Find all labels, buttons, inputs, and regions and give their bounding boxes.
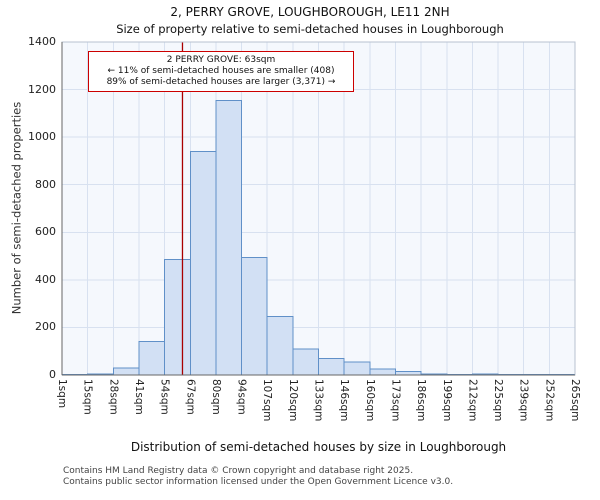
x-tick-label: 133sqm (312, 379, 325, 422)
y-tick-label: 600 (35, 225, 56, 239)
y-tick-label: 1000 (28, 130, 56, 144)
x-tick-label: 239sqm (517, 379, 530, 422)
y-tick-label: 1200 (28, 82, 56, 96)
attribution-footer: Contains HM Land Registry data © Crown c… (63, 466, 453, 487)
x-tick-label: 160sqm (363, 379, 376, 422)
x-tick-label: 1sqm (56, 379, 68, 409)
x-tick-label: 199sqm (440, 379, 453, 422)
y-tick-label: 400 (35, 272, 56, 286)
chart-subtitle: Size of property relative to semi-detach… (116, 22, 504, 36)
x-tick-label: 80sqm (209, 379, 222, 415)
x-tick-label: 94sqm (235, 379, 248, 415)
y-tick-label: 800 (35, 177, 56, 191)
y-tick-label: 1400 (28, 35, 56, 48)
x-tick-label: 265sqm (569, 379, 581, 422)
chart-title: 2, PERRY GROVE, LOUGHBOROUGH, LE11 2NH (170, 5, 450, 19)
x-tick-label: 173sqm (389, 379, 402, 422)
attribution-line-1: Contains HM Land Registry data © Crown c… (63, 466, 414, 476)
x-tick-label: 28sqm (107, 379, 120, 415)
attribution-line-2: Contains public sector information licen… (63, 476, 454, 487)
y-tick-label: 0 (49, 368, 56, 381)
x-tick-label: 212sqm (466, 379, 479, 422)
x-tick-label: 186sqm (415, 379, 428, 422)
x-tick-label: 107sqm (261, 379, 274, 422)
annotation-property-size: 2 PERRY GROVE: 63sqm (166, 55, 276, 65)
x-tick-label: 146sqm (338, 379, 351, 422)
x-tick-label: 67sqm (184, 379, 197, 415)
y-tick-label: 200 (35, 320, 56, 334)
annotation-box: 2 PERRY GROVE: 63sqm ← 11% of semi-detac… (88, 51, 354, 92)
annotation-smaller-share: ← 11% of semi-detached houses are smalle… (107, 66, 335, 76)
x-axis-label: Distribution of semi-detached houses by … (130, 440, 507, 454)
annotation-larger-share: 89% of semi-detached houses are larger (… (106, 77, 336, 87)
x-tick-label: 120sqm (286, 379, 299, 422)
x-tick-label: 225sqm (492, 379, 505, 422)
x-tick-label: 252sqm (543, 379, 556, 422)
x-tick-label: 54sqm (158, 379, 171, 415)
x-tick-label: 41sqm (132, 379, 145, 415)
x-tick-label: 15sqm (81, 379, 94, 415)
